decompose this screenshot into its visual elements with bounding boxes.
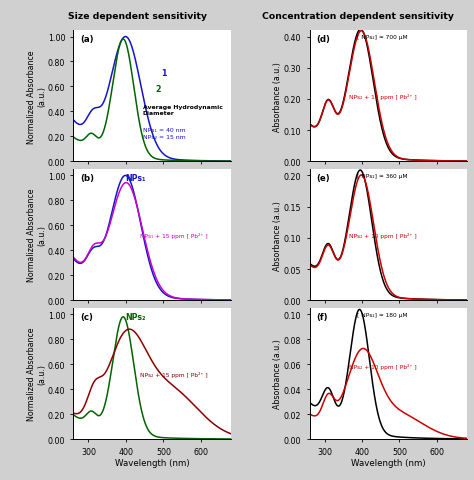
Text: NPs₂ + 10 ppm [ Pb²⁺ ]: NPs₂ + 10 ppm [ Pb²⁺ ] [349, 94, 417, 100]
Y-axis label: Absorbance (a.u.): Absorbance (a.u.) [273, 339, 283, 408]
Text: (a): (a) [80, 35, 93, 44]
Text: (f): (f) [316, 312, 328, 321]
Text: [ NPs₂] ≈ 360 μM: [ NPs₂] ≈ 360 μM [357, 174, 407, 179]
Text: NPs₂: NPs₂ [126, 312, 146, 321]
Y-axis label: Normalized Absorbance
(a.u.): Normalized Absorbance (a.u.) [27, 189, 46, 282]
X-axis label: Wavelength (nm): Wavelength (nm) [115, 458, 190, 467]
Text: (e): (e) [316, 174, 329, 183]
Text: 2: 2 [155, 84, 161, 93]
Y-axis label: Absorbance (a.u.): Absorbance (a.u.) [273, 62, 283, 132]
Text: NPs₁ = 40 nm
NPs₂ = 15 nm: NPs₁ = 40 nm NPs₂ = 15 nm [143, 128, 185, 140]
Text: NPs₁: NPs₁ [126, 174, 146, 183]
Text: (b): (b) [80, 174, 94, 183]
Text: NPs₂ + 10 ppm [ Pb²⁺ ]: NPs₂ + 10 ppm [ Pb²⁺ ] [349, 233, 417, 239]
Text: [ NPs₂] ≈ 700 μM: [ NPs₂] ≈ 700 μM [357, 35, 407, 40]
Y-axis label: Normalized Absorbance
(a.u.): Normalized Absorbance (a.u.) [27, 327, 46, 420]
Text: NPs₁ + 15 ppm [ Pb²⁺ ]: NPs₁ + 15 ppm [ Pb²⁺ ] [139, 233, 207, 239]
Text: NPs₂ + 15 ppm [ Pb²⁺ ]: NPs₂ + 15 ppm [ Pb²⁺ ] [139, 371, 207, 377]
Text: Concentration dependent sensitivity: Concentration dependent sensitivity [262, 12, 454, 21]
Y-axis label: Normalized Absorbance
(a.u.): Normalized Absorbance (a.u.) [27, 50, 46, 143]
Text: Average Hydrodynamic
Diameter: Average Hydrodynamic Diameter [143, 105, 223, 116]
X-axis label: Wavelength (nm): Wavelength (nm) [351, 458, 426, 467]
Text: [ NPs₂] ≈ 180 μM: [ NPs₂] ≈ 180 μM [357, 312, 407, 317]
Text: 1: 1 [162, 69, 167, 78]
Text: NPs₂ + 10 ppm [ Pb²⁺ ]: NPs₂ + 10 ppm [ Pb²⁺ ] [349, 363, 417, 369]
Text: (d): (d) [316, 35, 330, 44]
Text: (c): (c) [80, 312, 92, 321]
Text: Size dependent sensitivity: Size dependent sensitivity [68, 12, 207, 21]
Y-axis label: Absorbance (a.u.): Absorbance (a.u.) [273, 200, 283, 270]
